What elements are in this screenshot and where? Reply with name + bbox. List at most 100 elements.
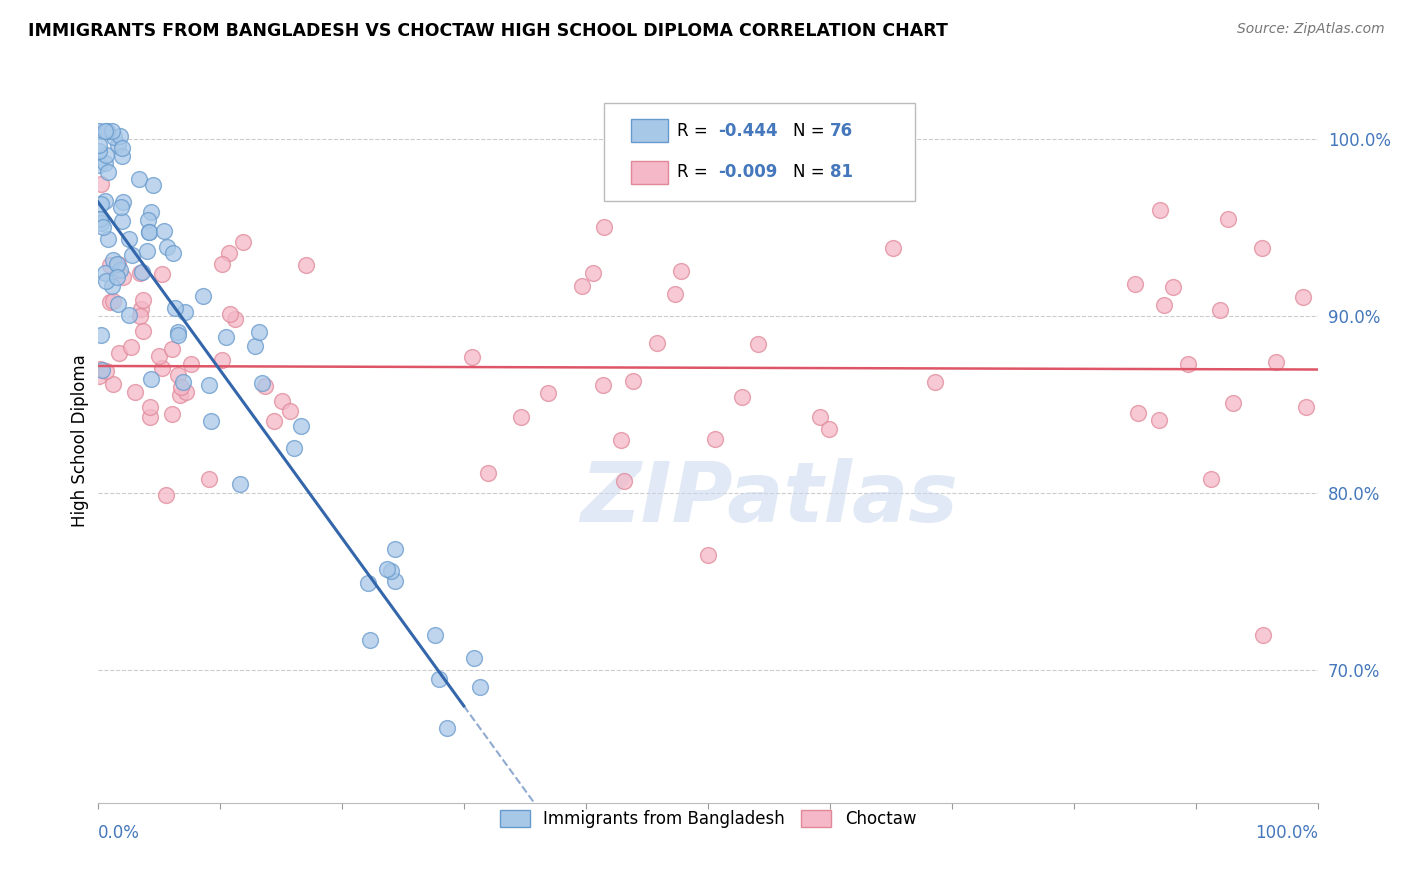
Point — [375, 562, 398, 576]
Point — [571, 279, 593, 293]
Point — [294, 258, 316, 272]
Point — [224, 311, 246, 326]
Point — [1222, 396, 1244, 410]
Point — [173, 304, 195, 318]
Point — [112, 269, 135, 284]
Point — [131, 264, 153, 278]
Point — [232, 235, 254, 250]
Point — [247, 326, 270, 340]
Text: 100.0%: 100.0% — [1256, 824, 1319, 842]
Point — [150, 361, 173, 376]
Text: -0.444: -0.444 — [717, 121, 778, 140]
Point — [250, 376, 273, 390]
Text: N =: N = — [793, 121, 831, 140]
Point — [101, 123, 124, 137]
Point — [359, 633, 381, 648]
Point — [105, 257, 128, 271]
Point — [101, 293, 124, 308]
Point — [101, 278, 124, 293]
Point — [167, 327, 190, 342]
Point — [924, 376, 946, 390]
Point — [98, 258, 121, 272]
Point — [132, 324, 155, 338]
Point — [91, 220, 114, 235]
Point — [90, 216, 112, 230]
Point — [1251, 241, 1274, 255]
Point — [384, 541, 406, 556]
Point — [747, 337, 769, 351]
Point — [87, 144, 110, 158]
Point — [138, 225, 160, 239]
Point — [118, 308, 141, 322]
Point — [129, 302, 152, 317]
Point — [200, 414, 222, 428]
Point — [87, 158, 110, 172]
Point — [136, 213, 159, 227]
Point — [156, 240, 179, 254]
Point — [697, 549, 720, 563]
Point — [671, 264, 693, 278]
Point — [111, 213, 134, 227]
Point — [647, 336, 669, 351]
Text: 81: 81 — [830, 163, 853, 181]
Point — [90, 196, 112, 211]
Point — [110, 263, 132, 277]
Point — [198, 377, 221, 392]
Point — [120, 340, 142, 354]
Point — [139, 410, 162, 425]
Point — [1149, 412, 1171, 426]
Point — [215, 330, 238, 344]
Bar — [631, 120, 668, 142]
Point — [96, 274, 118, 288]
Point — [169, 388, 191, 402]
Bar — [631, 161, 668, 184]
Point — [111, 141, 134, 155]
Text: 0.0%: 0.0% — [97, 824, 139, 842]
Point — [87, 123, 110, 137]
Point — [94, 147, 117, 161]
Point — [101, 376, 124, 391]
Text: -0.009: -0.009 — [717, 163, 778, 181]
Point — [111, 149, 134, 163]
Point — [477, 467, 499, 481]
Point — [96, 363, 118, 377]
Point — [191, 288, 214, 302]
Point — [118, 231, 141, 245]
Point — [427, 672, 450, 686]
Point — [155, 488, 177, 502]
Point — [1208, 302, 1230, 317]
Point — [731, 390, 754, 404]
Point — [180, 358, 202, 372]
Text: ZIPatlas: ZIPatlas — [581, 458, 957, 539]
Point — [808, 409, 831, 424]
Point — [87, 138, 110, 153]
Point — [96, 123, 118, 137]
Point — [463, 651, 485, 665]
Point — [582, 267, 605, 281]
Point — [162, 407, 184, 421]
Point — [703, 432, 725, 446]
Point — [128, 266, 150, 280]
Y-axis label: High School Diploma: High School Diploma — [72, 354, 89, 526]
Point — [110, 129, 132, 144]
Point — [94, 267, 117, 281]
Point — [198, 472, 221, 486]
Point — [90, 327, 112, 342]
Text: IMMIGRANTS FROM BANGLADESH VS CHOCTAW HIGH SCHOOL DIPLOMA CORRELATION CHART: IMMIGRANTS FROM BANGLADESH VS CHOCTAW HI… — [28, 22, 948, 40]
Point — [509, 410, 531, 425]
Point — [283, 441, 305, 455]
Point — [107, 346, 129, 360]
Point — [592, 377, 614, 392]
Point — [170, 380, 193, 394]
Point — [105, 269, 128, 284]
Point — [111, 194, 134, 209]
Point — [280, 404, 302, 418]
Point — [1177, 357, 1199, 371]
Point — [132, 293, 155, 307]
Point — [124, 385, 146, 400]
Point — [139, 205, 162, 219]
Text: 76: 76 — [830, 121, 853, 140]
Point — [219, 307, 242, 321]
Point — [593, 219, 616, 234]
Point — [94, 194, 117, 208]
